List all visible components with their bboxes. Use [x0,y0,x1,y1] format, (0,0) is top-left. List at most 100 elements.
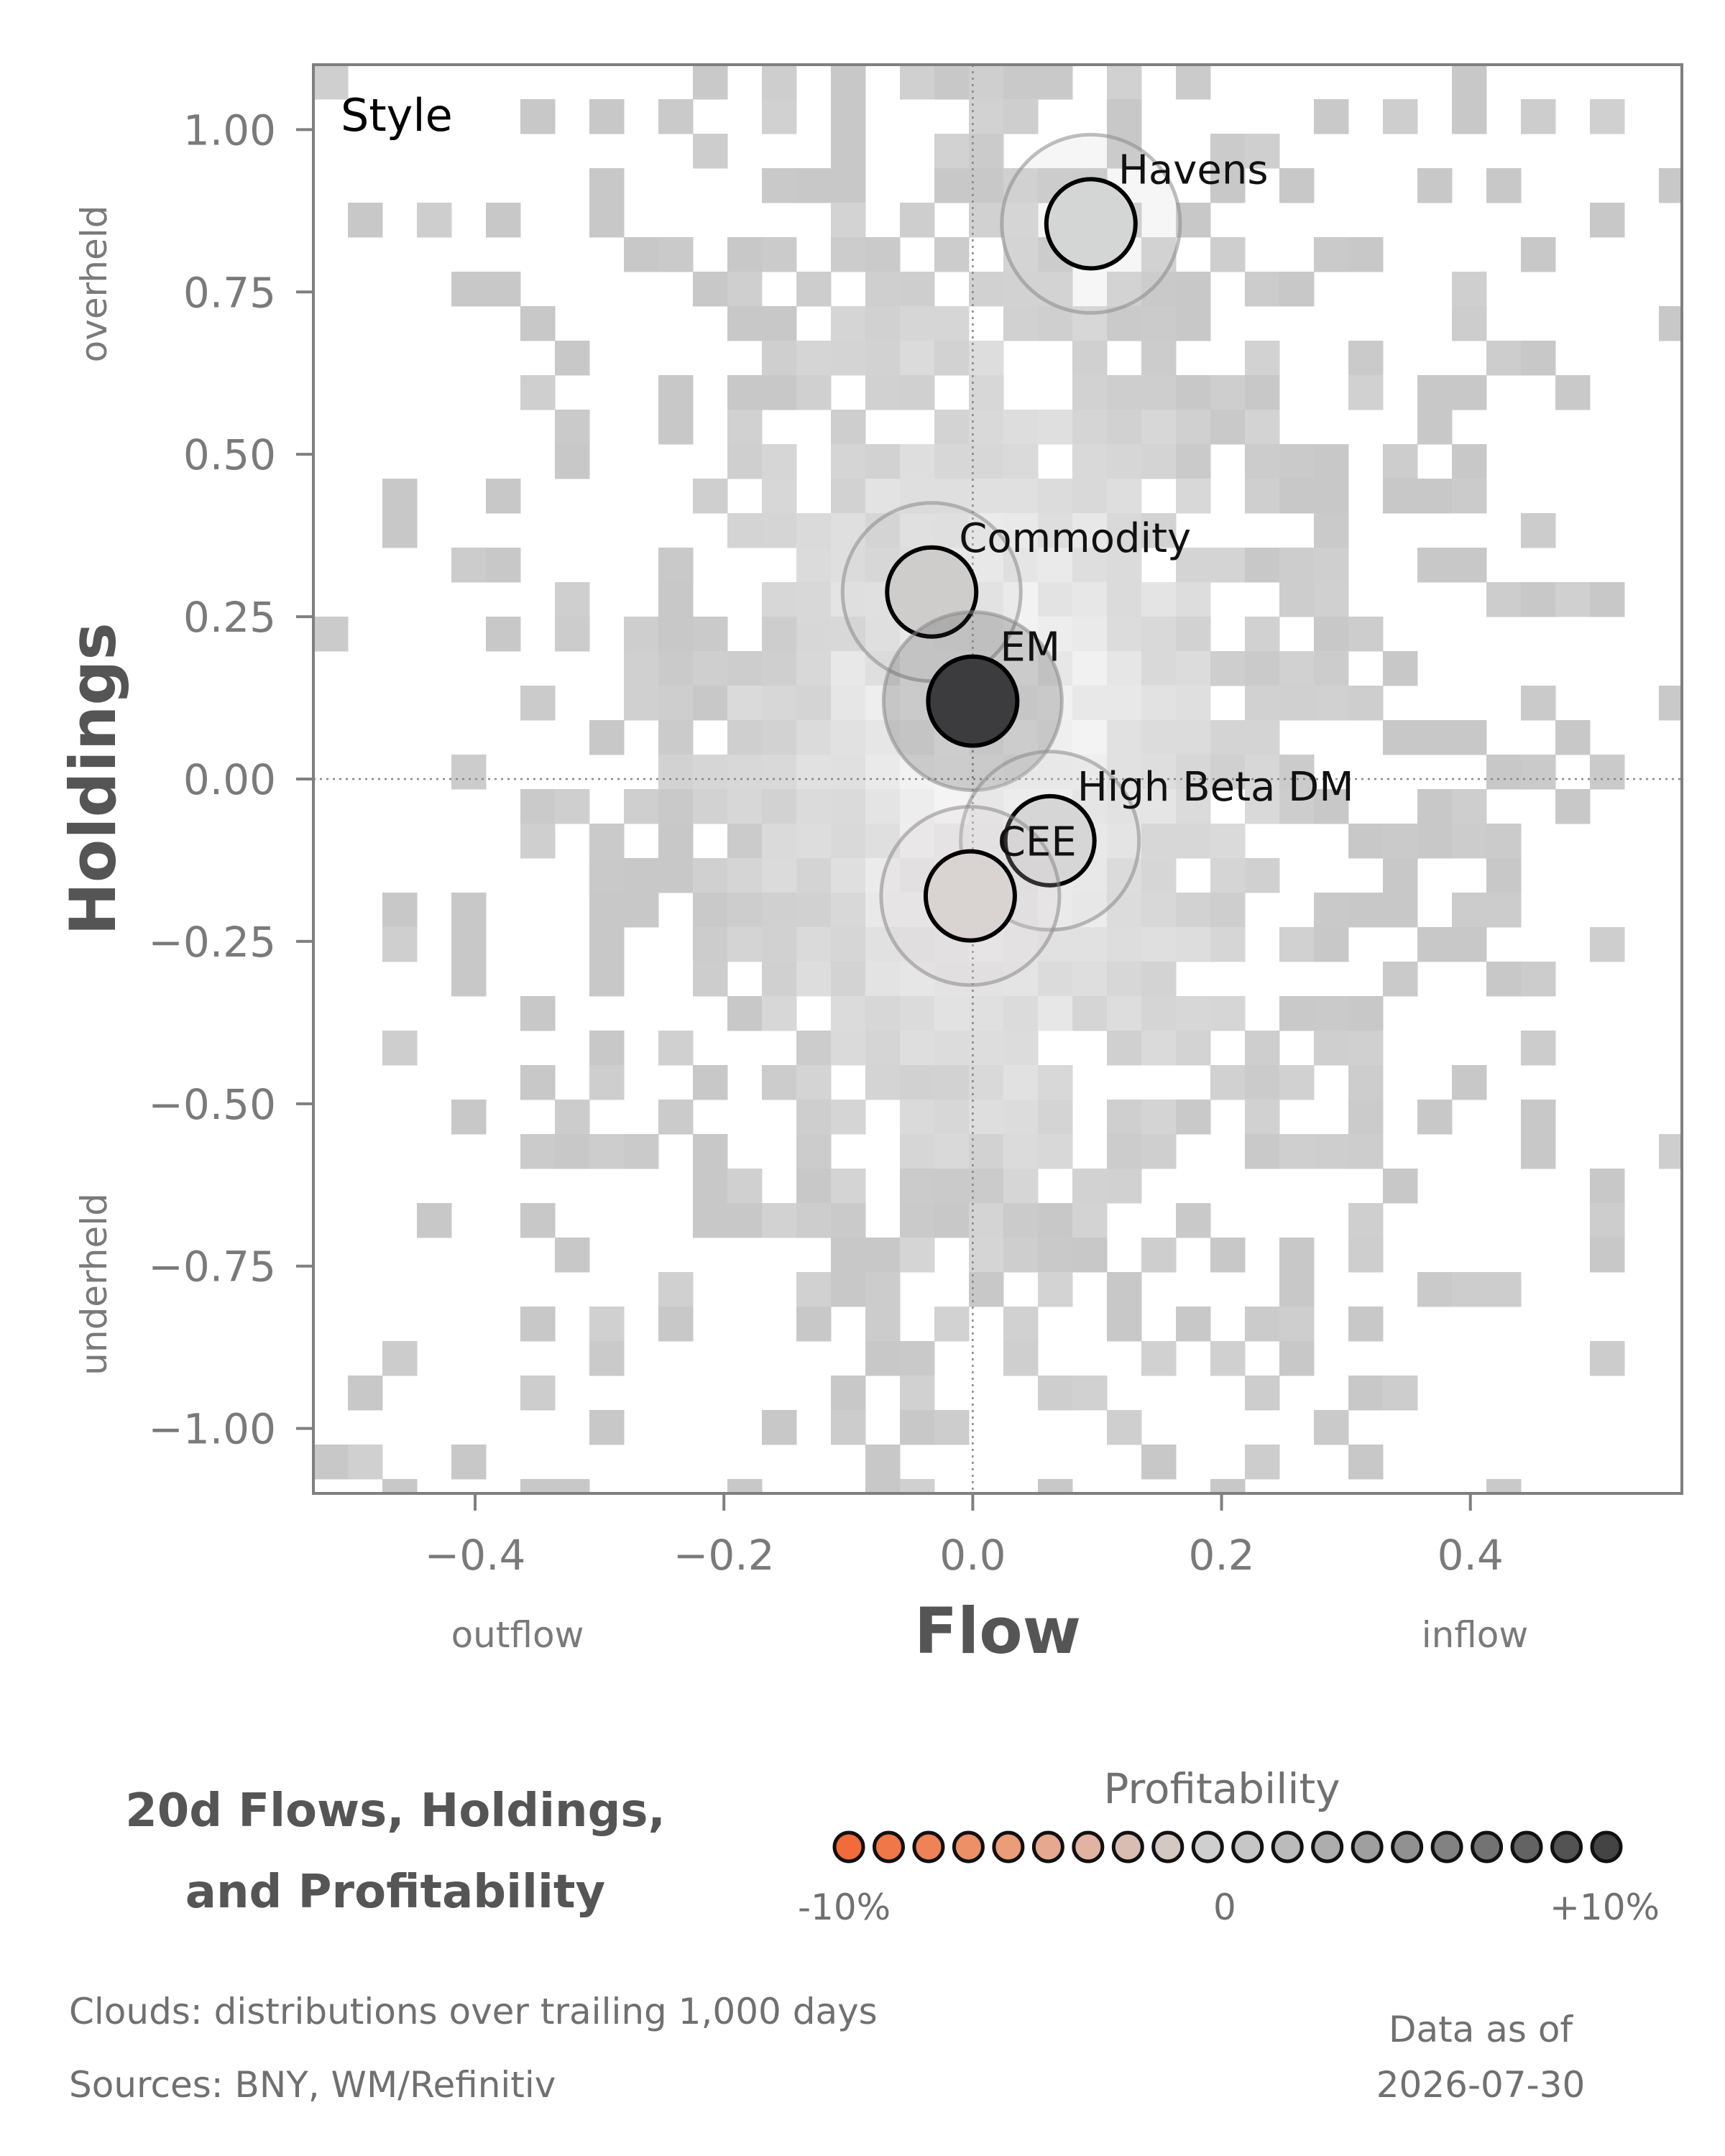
cloud-cell [1417,824,1453,859]
legend-swatch [1311,1830,1344,1864]
cloud-cell [1141,513,1177,548]
legend-swatch [912,1830,945,1864]
cloud-cell [831,651,866,686]
cloud-cell [589,1307,625,1342]
cloud-cell [1003,1031,1039,1066]
cloud-cell [1348,1203,1384,1238]
cloud-cell [1003,1203,1039,1238]
cloud-cell [762,962,797,997]
cloud-cell [1107,513,1142,548]
cloud-cell [831,789,866,824]
cloud-cell [1072,996,1108,1031]
cloud-cell [1383,99,1418,134]
cloud-cell [1107,927,1142,962]
cloud-cell [1141,617,1177,652]
cloud-cell [1348,824,1384,859]
cloud-cell [865,375,901,410]
cloud-cell [831,1410,866,1445]
cloud-cell [796,1169,832,1204]
cloud-cell [1210,720,1246,755]
cloud-cell [1141,893,1177,928]
cloud-cell [1176,651,1211,686]
y-hint-overheld: overheld [73,206,115,363]
cloud-cell [934,996,970,1031]
cloud-cell [1107,824,1142,859]
cloud-cell [1314,789,1349,824]
sources-note: Sources: BNY, WM/Refinitiv [69,2064,556,2106]
cloud-cell [1383,824,1418,859]
cloud-cell [934,1100,970,1135]
cloud-cell [658,720,694,755]
cloud-cell [589,99,625,134]
cloud-cell [1072,962,1108,997]
cloud-cell [1245,1307,1280,1342]
cloud-cell [900,1031,935,1066]
cloud-cell [658,237,694,272]
cloud-cell [1279,686,1315,721]
cloud-cell [831,65,866,100]
cloud-cell [1176,720,1211,755]
cloud-cell [796,755,832,790]
cloud-cell [658,617,694,652]
cloud-cell [313,617,349,652]
cloud-cell [1314,479,1349,514]
cloud-cell [624,617,659,652]
cloud-cell [1072,1238,1108,1273]
cloud-cell [762,617,797,652]
data-point [923,849,1017,943]
cloud-cell [762,651,797,686]
cloud-cell [1245,479,1280,514]
cloud-cell [693,858,728,893]
cloud-cell [865,824,901,859]
cloud-cell [969,375,1004,410]
cloud-cell [1210,168,1246,203]
cloud-cell [1348,1065,1384,1100]
cloud-cell [1590,1341,1625,1376]
cloud-cell [934,65,970,100]
cloud-cell [693,617,728,652]
cloud-cell [1072,548,1108,583]
cloud-cell [624,237,659,272]
cloud-cell [1141,996,1177,1031]
cloud-cell [796,824,832,859]
cloud-cell [1141,789,1177,824]
cloud-cell [520,375,556,410]
profitability-legend [832,1830,1623,1864]
cloud-cell [1383,444,1418,479]
cloud-cell [1590,1238,1625,1273]
cloud-cell [1348,1100,1384,1135]
cloud-cell [1141,306,1177,341]
cloud-cell [865,996,901,1031]
cloud-cell [934,410,970,445]
cloud-cell [1521,237,1556,272]
cloud-cell [831,893,866,928]
cloud-cell [1348,1134,1384,1169]
cloud-cell [762,1410,797,1445]
cloud-cell [1245,1100,1280,1135]
cloud-cell [1245,410,1280,445]
cloud-cell [520,1479,556,1493]
y-axis-title: Holdings [56,622,130,935]
cloud-cell [865,1445,901,1480]
cloud-cell [1003,410,1039,445]
legend-swatch [832,1830,865,1864]
cloud-cell [900,720,935,755]
cloud-cell [727,1479,763,1493]
cloud-cell [1176,1100,1211,1135]
cloud-cell [796,1100,832,1135]
cloud-cell [1107,996,1142,1031]
cloud-cell [900,996,935,1031]
cloud-cell [555,444,590,479]
cloud-cell [1072,1376,1108,1411]
cloud-cell [382,893,418,928]
cloud-cell [589,1134,625,1169]
cloud-cell [1245,789,1280,824]
cloud-cell [1452,65,1487,100]
cloud-cell [1521,582,1556,617]
cloud-cell [796,858,832,893]
cloud-cell [1038,410,1073,445]
cloud-cell [1176,1203,1211,1238]
cloud-cell [1245,1445,1280,1480]
cloud-cell [1383,651,1418,686]
legend-swatch [1191,1830,1224,1864]
